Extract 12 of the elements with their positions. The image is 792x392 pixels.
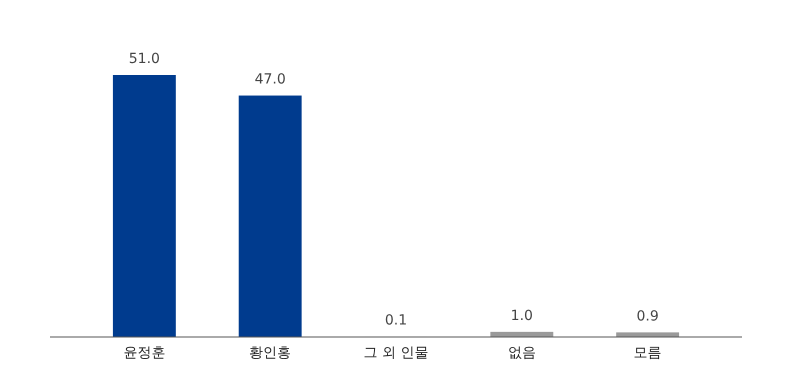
x-tick-label: 모름 [634,345,662,361]
bar [112,75,176,337]
x-tick-label: 없음 [508,345,536,361]
data-label: 0.1 [384,312,408,328]
data-label: 51.0 [128,51,160,67]
x-tick-label: 윤정훈 [123,345,166,361]
bar [238,96,302,337]
x-tick-label: 그 외 인물 [364,345,428,361]
data-label: 47.0 [254,72,286,88]
data-label: 0.9 [636,308,659,324]
data-label: 1.0 [510,308,533,324]
x-tick-label: 황인홍 [249,345,292,361]
